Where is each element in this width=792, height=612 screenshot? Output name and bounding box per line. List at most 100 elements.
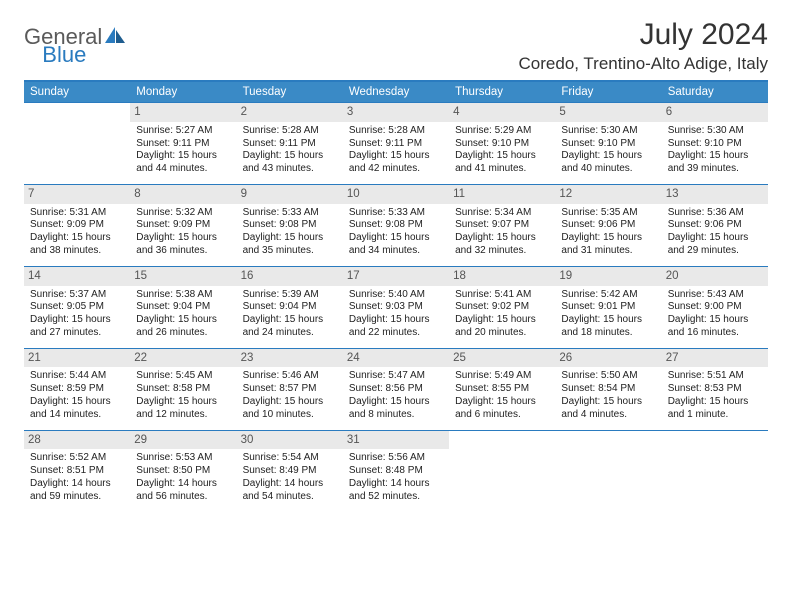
day-detail-line: Sunset: 9:04 PM bbox=[136, 301, 230, 314]
logo-sail-icon bbox=[104, 26, 126, 49]
day-number: 31 bbox=[343, 431, 449, 450]
calendar-day-cell: 5Sunrise: 5:30 AMSunset: 9:10 PMDaylight… bbox=[555, 103, 661, 185]
day-detail-line: and 59 minutes. bbox=[30, 491, 124, 504]
day-number: 15 bbox=[130, 267, 236, 286]
day-detail-line: Daylight: 15 hours bbox=[561, 232, 655, 245]
calendar-day-cell: 17Sunrise: 5:40 AMSunset: 9:03 PMDayligh… bbox=[343, 266, 449, 348]
calendar-day-cell: 19 Sunrise: 5:42 AMSunset: 9:01 PMDayligh… bbox=[555, 266, 661, 348]
day-detail-line: and 29 minutes. bbox=[668, 245, 762, 258]
calendar-day-cell: 1Sunrise: 5:27 AMSunset: 9:11 PMDaylight… bbox=[130, 103, 236, 185]
day-detail-line: Sunset: 9:05 PM bbox=[30, 301, 124, 314]
day-detail-line: Daylight: 15 hours bbox=[668, 396, 762, 409]
day-detail-line: Sunset: 9:10 PM bbox=[455, 138, 549, 151]
calendar-day-cell: 7Sunrise: 5:31 AMSunset: 9:09 PMDaylight… bbox=[24, 184, 130, 266]
day-detail-line: Sunrise: 5:31 AM bbox=[30, 207, 124, 220]
day-detail-line: Daylight: 15 hours bbox=[349, 396, 443, 409]
day-detail-line: and 56 minutes. bbox=[136, 491, 230, 504]
day-detail-line: and 43 minutes. bbox=[243, 163, 337, 176]
day-detail-line: Daylight: 15 hours bbox=[243, 314, 337, 327]
weekday-header: Thursday bbox=[449, 82, 555, 103]
day-number: 26 bbox=[555, 349, 661, 368]
calendar-day-cell: 16Sunrise: 5:39 AMSunset: 9:04 PMDayligh… bbox=[237, 266, 343, 348]
day-detail-line: Sunrise: 5:29 AM bbox=[455, 125, 549, 138]
day-detail-line: Daylight: 15 hours bbox=[349, 150, 443, 163]
day-detail-line: Sunrise: 5:50 AM bbox=[561, 370, 655, 383]
day-detail-line: Sunset: 8:56 PM bbox=[349, 383, 443, 396]
day-detail-line: and 24 minutes. bbox=[243, 327, 337, 340]
day-detail-line: Sunrise: 5:45 AM bbox=[136, 370, 230, 383]
calendar-day-cell: 12Sunrise: 5:35 AMSunset: 9:06 PMDayligh… bbox=[555, 184, 661, 266]
calendar-day-cell: 8Sunrise: 5:32 AMSunset: 9:09 PMDaylight… bbox=[130, 184, 236, 266]
day-detail-line: and 8 minutes. bbox=[349, 409, 443, 422]
day-detail-line: and 35 minutes. bbox=[243, 245, 337, 258]
day-detail-line: Daylight: 15 hours bbox=[668, 314, 762, 327]
day-detail-line: Sunset: 9:06 PM bbox=[668, 219, 762, 232]
day-details: Sunrise: 5:43 AMSunset: 9:00 PMDaylight:… bbox=[668, 289, 762, 340]
day-detail-line: Sunrise: 5:43 AM bbox=[668, 289, 762, 302]
weekday-header: Wednesday bbox=[343, 82, 449, 103]
day-details: Sunrise: 5:40 AMSunset: 9:03 PMDaylight:… bbox=[349, 289, 443, 340]
day-detail-line: and 12 minutes. bbox=[136, 409, 230, 422]
day-detail-line: Daylight: 15 hours bbox=[349, 232, 443, 245]
calendar-day-cell: 11Sunrise: 5:34 AMSunset: 9:07 PMDayligh… bbox=[449, 184, 555, 266]
weekday-header: Monday bbox=[130, 82, 236, 103]
day-detail-line: and 6 minutes. bbox=[455, 409, 549, 422]
day-detail-line: Sunset: 9:04 PM bbox=[243, 301, 337, 314]
day-number: 19 bbox=[555, 267, 661, 286]
day-details: Sunrise: 5:28 AMSunset: 9:11 PMDaylight:… bbox=[349, 125, 443, 176]
day-detail-line: and 26 minutes. bbox=[136, 327, 230, 340]
calendar-day-cell: . bbox=[662, 430, 768, 511]
day-detail-line: Sunset: 9:09 PM bbox=[30, 219, 124, 232]
day-details: Sunrise: 5:28 AMSunset: 9:11 PMDaylight:… bbox=[243, 125, 337, 176]
day-detail-line: Sunrise: 5:35 AM bbox=[561, 207, 655, 220]
day-detail-line: Daylight: 15 hours bbox=[30, 314, 124, 327]
day-detail-line: Daylight: 15 hours bbox=[136, 150, 230, 163]
calendar-day-cell: 15Sunrise: 5:38 AMSunset: 9:04 PMDayligh… bbox=[130, 266, 236, 348]
day-detail-line: Sunrise: 5:34 AM bbox=[455, 207, 549, 220]
calendar-day-cell: 22Sunrise: 5:45 AMSunset: 8:58 PMDayligh… bbox=[130, 348, 236, 430]
calendar-day-cell: 28Sunrise: 5:52 AMSunset: 8:51 PMDayligh… bbox=[24, 430, 130, 511]
location-subtitle: Coredo, Trentino-Alto Adige, Italy bbox=[519, 54, 768, 74]
day-detail-line: Sunrise: 5:49 AM bbox=[455, 370, 549, 383]
day-detail-line: Daylight: 15 hours bbox=[455, 232, 549, 245]
day-detail-line: Sunset: 9:11 PM bbox=[243, 138, 337, 151]
day-number: 29 bbox=[130, 431, 236, 450]
day-details: Sunrise: 5:41 AMSunset: 9:02 PMDaylight:… bbox=[455, 289, 549, 340]
day-detail-line: Daylight: 14 hours bbox=[243, 478, 337, 491]
day-detail-line: Daylight: 15 hours bbox=[30, 396, 124, 409]
day-detail-line: and 16 minutes. bbox=[668, 327, 762, 340]
calendar-week-row: 28Sunrise: 5:52 AMSunset: 8:51 PMDayligh… bbox=[24, 430, 768, 511]
calendar-day-cell: 3Sunrise: 5:28 AMSunset: 9:11 PMDaylight… bbox=[343, 103, 449, 185]
day-number: 30 bbox=[237, 431, 343, 450]
day-number: 24 bbox=[343, 349, 449, 368]
day-detail-line: and 20 minutes. bbox=[455, 327, 549, 340]
calendar-day-cell: 27Sunrise: 5:51 AMSunset: 8:53 PMDayligh… bbox=[662, 348, 768, 430]
day-detail-line: Sunset: 9:01 PM bbox=[561, 301, 655, 314]
day-detail-line: Sunset: 9:08 PM bbox=[349, 219, 443, 232]
day-detail-line: Sunrise: 5:53 AM bbox=[136, 452, 230, 465]
day-number: 25 bbox=[449, 349, 555, 368]
day-detail-line: Sunrise: 5:40 AM bbox=[349, 289, 443, 302]
calendar-day-cell: 13Sunrise: 5:36 AMSunset: 9:06 PMDayligh… bbox=[662, 184, 768, 266]
day-detail-line: Sunset: 8:51 PM bbox=[30, 465, 124, 478]
day-detail-line: Sunset: 8:55 PM bbox=[455, 383, 549, 396]
day-number: 21 bbox=[24, 349, 130, 368]
day-detail-line: Sunset: 9:11 PM bbox=[136, 138, 230, 151]
page-header: General Blue July 2024 Coredo, Trentino-… bbox=[24, 18, 768, 74]
day-detail-line: Sunset: 8:53 PM bbox=[668, 383, 762, 396]
calendar-day-cell: 23Sunrise: 5:46 AMSunset: 8:57 PMDayligh… bbox=[237, 348, 343, 430]
day-details: Sunrise: 5:34 AMSunset: 9:07 PMDaylight:… bbox=[455, 207, 549, 258]
calendar-day-cell: 29Sunrise: 5:53 AMSunset: 8:50 PMDayligh… bbox=[130, 430, 236, 511]
day-detail-line: Daylight: 15 hours bbox=[136, 396, 230, 409]
day-detail-line: and 38 minutes. bbox=[30, 245, 124, 258]
day-details: Sunrise: 5:56 AMSunset: 8:48 PMDaylight:… bbox=[349, 452, 443, 503]
day-detail-line: and 44 minutes. bbox=[136, 163, 230, 176]
day-number: 2 bbox=[237, 103, 343, 122]
day-detail-line: Daylight: 15 hours bbox=[243, 232, 337, 245]
day-detail-line: Daylight: 15 hours bbox=[668, 150, 762, 163]
day-details: Sunrise: 5:47 AMSunset: 8:56 PMDaylight:… bbox=[349, 370, 443, 421]
day-details: Sunrise: 5:54 AMSunset: 8:49 PMDaylight:… bbox=[243, 452, 337, 503]
day-details: Sunrise: 5:42 AMSunset: 9:01 PMDaylight:… bbox=[561, 289, 655, 340]
calendar-week-row: 21Sunrise: 5:44 AMSunset: 8:59 PMDayligh… bbox=[24, 348, 768, 430]
day-detail-line: Sunset: 8:59 PM bbox=[30, 383, 124, 396]
